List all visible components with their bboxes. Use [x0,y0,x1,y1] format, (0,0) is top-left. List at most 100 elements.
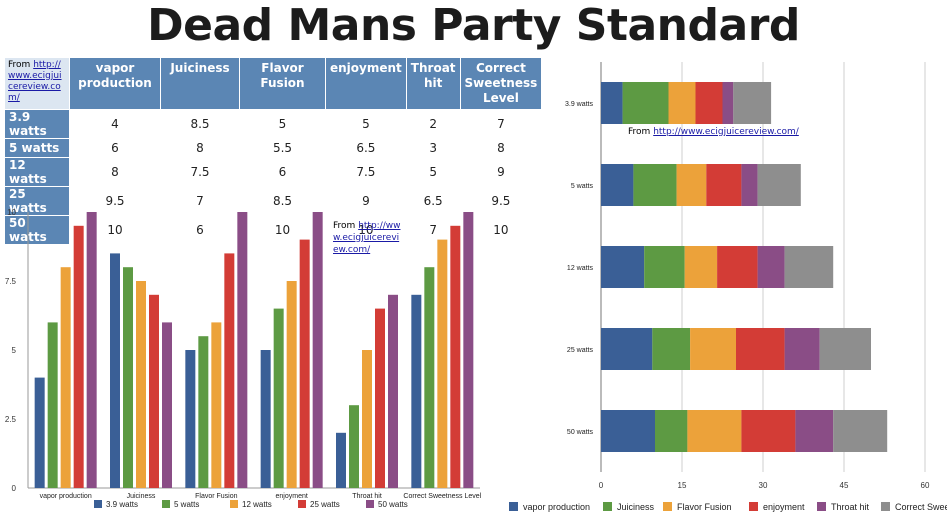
bar-12-watts-vapor-production [601,246,645,288]
source-prefix: From [333,221,356,231]
column-header: Juiciness [161,58,239,109]
bar-5-watts-vapor-production [601,164,634,206]
table-cell: 6.5 [326,139,406,157]
y-tick-label: 3.9 watts [565,101,594,108]
column-header: Throat hit [406,58,460,109]
legend-label: Juiciness [617,502,655,512]
y-tick-label: 50 watts [567,429,594,436]
bar-vapor-production-50-watts [86,212,97,488]
column-header: vapor production [70,58,160,109]
bar-flavor-fusion-25-watts [224,253,235,488]
table-cell: 6 [161,216,239,244]
y-tick-label: 0 [12,484,17,493]
bar-3-9-watts-correct-sweetness-level [733,82,772,124]
table-row: 3.9 watts 4 8.5 5 5 2 7 [5,110,542,138]
y-tick-label: 25 watts [567,347,594,354]
grouped-bar-chart: 0 2.5 5 7.5 10 vapor production Juiciness Flavo… [5,208,482,509]
table-cell: 10 [240,216,325,244]
bar-enjoyment-12-watts [286,281,297,488]
bar-5-watts-correct-sweetness-level [757,164,801,206]
legend-swatch [230,500,238,508]
table-cell: 6.5 [406,187,460,215]
page-title: Dead Mans Party Standard [147,0,800,51]
bar-vapor-production-25-watts [73,225,84,489]
bar-juiciness-50-watts [162,322,172,488]
legend-swatch [663,502,672,511]
legend-label: Correct Sweetness Level [895,502,947,512]
table-cell: 8.5 [161,110,239,138]
table-cell: 3 [406,139,460,157]
legend-swatch [94,500,102,508]
legend-label: 5 watts [174,500,199,509]
bar-flavor-fusion-12-watts [211,322,222,488]
y-tick-label: 2.5 [5,415,17,424]
column-header: enjoyment [326,58,406,109]
x-tick-label: enjoyment [276,493,308,500]
x-tick-label: Correct Sweetness Level [403,493,481,500]
bar-correct-sweetness-level-25-watts [450,225,461,489]
bar-throat-hit-12-watts [362,350,372,488]
table-row: 25 watts 9.5 7 8.5 9 6.5 9.5 [5,187,542,215]
x-tick-label: vapor production [40,493,92,500]
bar-50-watts-correct-sweetness-level [833,410,888,452]
source-link[interactable]: http://www.ecigjuicereview.com/ [333,221,401,255]
table-cell: 4 [70,110,160,138]
x-tick-label: 30 [759,481,768,490]
legend-label: 25 watts [310,500,340,509]
x-tick-label: 15 [678,481,687,490]
legend-swatch [298,500,306,508]
bar-flavor-fusion-3-9-watts [185,350,196,488]
x-tick-label: Throat hit [352,493,382,500]
bar-50-watts-enjoyment [741,410,796,452]
x-tick-label: 0 [599,481,604,490]
bar-50-watts-juiciness [655,410,688,452]
bar-50-watts-flavor-fusion [687,410,742,452]
bar-throat-hit-3-9-watts [336,432,346,488]
column-header: Flavor Fusion [240,58,325,109]
table-cell: 9.5 [70,187,160,215]
x-tick-label: 60 [921,481,930,490]
legend-label: 50 watts [378,500,408,509]
y-tick-label: 12 watts [567,265,594,272]
table-row: 5 watts 6 8 5.5 6.5 3 8 [5,139,542,157]
bar-3-9-watts-throat-hit [722,82,734,124]
table-cell: 6 [240,158,325,186]
bar-correct-sweetness-level-3-9-watts [411,294,422,488]
bar-12-watts-juiciness [644,246,685,288]
source-prefix: From [8,60,31,70]
stacked-bar-chart: 0 15 30 45 60 3.9 watts 5 watts 12 watts 25 watt… [509,62,947,512]
table-header-row: From http://www.ecigjuicereview.com/ vap… [5,58,542,109]
chart-source-note-left: From http://www.ecigjuicereview.com/ [333,220,403,256]
bar-12-watts-correct-sweetness-level [784,246,834,288]
bar-correct-sweetness-level-50-watts [463,212,474,488]
source-link[interactable]: http://www.ecigjuicereview.com/ [653,127,799,137]
bar-50-watts-vapor-production [601,410,655,452]
bar-5-watts-flavor-fusion [676,164,707,206]
bar-juiciness-25-watts [149,294,159,488]
x-tick-label: Flavor Fusion [195,493,238,500]
bar-throat-hit-5-watts [349,405,359,488]
bar-juiciness-12-watts [136,281,146,488]
legend-label: 12 watts [242,500,272,509]
bar-correct-sweetness-level-5-watts [424,267,435,488]
bar-enjoyment-5-watts [273,308,284,488]
bar-5-watts-throat-hit [741,164,758,206]
table-cell: 9.5 [460,187,542,215]
table-cell: 10 [70,216,160,244]
table-row: 50 watts 10 6 10 10 7 10 [5,216,542,244]
table-cell: 2 [406,110,460,138]
bar-flavor-fusion-5-watts [198,336,209,488]
table-cell: 5 [406,158,460,186]
source-link[interactable]: http://www.ecigjuicereview.com/ [8,60,62,103]
bar-enjoyment-3-9-watts [260,350,271,488]
table-cell: 7 [460,110,542,138]
table-cell: 8 [161,139,239,157]
chart-source-note-right: From http://www.ecigjuicereview.com/ [628,126,799,138]
legend-swatch [603,502,612,511]
bar-vapor-production-5-watts [47,322,58,488]
table-cell: 8 [70,158,160,186]
legend-swatch [749,502,758,511]
table-cell: 5.5 [240,139,325,157]
y-tick-label: 10 [7,208,16,217]
x-tick-label: 45 [840,481,849,490]
